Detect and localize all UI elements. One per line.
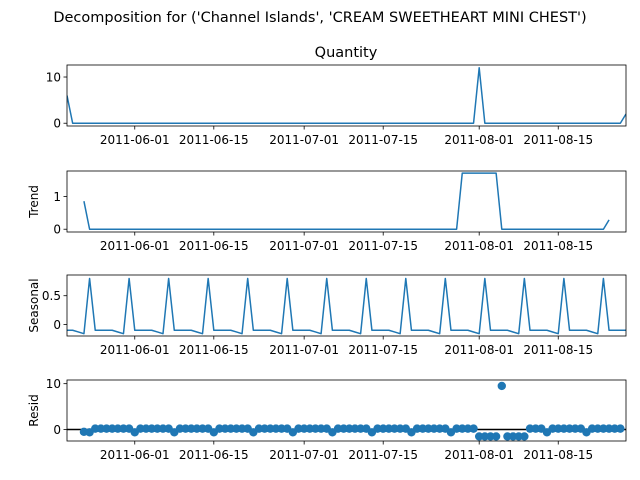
- trend-ytick-label: 1: [53, 190, 61, 204]
- trend-xtick-label: 2011-07-01: [269, 239, 339, 253]
- quantity-xtick-label: 2011-07-01: [269, 133, 339, 147]
- quantity-panel-title: Quantity: [315, 45, 378, 61]
- resid-panel: 0 10 2011-06-01 2011-06-15 2011-07-01 2011-07…: [27, 377, 627, 462]
- resid-xtick-label: 2011-06-15: [179, 448, 249, 462]
- resid-axes-frame: [66, 379, 627, 442]
- trend-panel: 0 1 2011-06-01 2011-06-15 2011-07-01 2011-07-…: [27, 170, 627, 253]
- seasonal-xtick-label: 2011-07-15: [348, 343, 418, 357]
- quantity-ytick-label: 10: [46, 71, 61, 85]
- quantity-xtick-label: 2011-07-15: [348, 133, 418, 147]
- resid-xtick-label: 2011-07-15: [348, 448, 418, 462]
- resid-xtick-label: 2011-07-01: [269, 448, 339, 462]
- resid-xtick-label: 2011-08-15: [523, 448, 593, 462]
- quantity-series-line: [67, 67, 626, 124]
- seasonal-xtick-label: 2011-08-15: [523, 343, 593, 357]
- resid-points: [79, 381, 625, 441]
- resid-point: [469, 424, 478, 433]
- seasonal-panel: 0 0.5 2011-06-01 2011-06-15 2011-07-01 2011-0…: [27, 274, 627, 357]
- seasonal-xtick-label: 2011-08-01: [444, 343, 514, 357]
- resid-ytick-label: 0: [53, 423, 61, 437]
- seasonal-xtick-label: 2011-06-01: [100, 343, 170, 357]
- seasonal-ylabel: Seasonal: [27, 278, 41, 332]
- seasonal-xtick-label: 2011-07-01: [269, 343, 339, 357]
- quantity-xtick-label: 2011-08-01: [444, 133, 514, 147]
- trend-ylabel: Trend: [27, 185, 41, 219]
- quantity-xtick-label: 2011-08-15: [523, 133, 593, 147]
- resid-ytick-label: 10: [46, 377, 61, 391]
- resid-xtick-label: 2011-08-01: [444, 448, 514, 462]
- seasonal-ytick-label: 0: [53, 318, 61, 332]
- resid-ylabel: Resid: [27, 394, 41, 426]
- trend-axes-frame: [66, 170, 627, 233]
- trend-series-line: [83, 172, 610, 230]
- resid-point: [491, 432, 501, 441]
- quantity-xtick-label: 2011-06-01: [100, 133, 170, 147]
- quantity-xtick-label: 2011-06-15: [179, 133, 249, 147]
- quantity-axes-frame: [66, 64, 627, 127]
- trend-xtick-label: 2011-08-15: [523, 239, 593, 253]
- quantity-panel: 0 10 2011-06-01 2011-06-15 2011-07-01 2011-07…: [46, 64, 627, 147]
- resid-point: [520, 432, 529, 441]
- quantity-ytick-label: 0: [53, 117, 61, 131]
- seasonal-series-line: [67, 277, 626, 335]
- seasonal-ytick-label: 0.5: [42, 289, 61, 303]
- trend-xtick-label: 2011-08-01: [444, 239, 514, 253]
- resid-xtick-label: 2011-06-01: [100, 448, 170, 462]
- seasonal-axes-frame: [66, 274, 627, 337]
- resid-point: [616, 424, 625, 433]
- trend-xtick-label: 2011-06-01: [100, 239, 170, 253]
- seasonal-xtick-label: 2011-06-15: [179, 343, 249, 357]
- trend-xtick-label: 2011-07-15: [348, 239, 418, 253]
- figure-suptitle: Decomposition for ('Channel Islands', 'C…: [53, 10, 586, 26]
- trend-xtick-label: 2011-06-15: [179, 239, 249, 253]
- trend-ytick-label: 0: [53, 223, 61, 237]
- resid-point: [497, 381, 506, 391]
